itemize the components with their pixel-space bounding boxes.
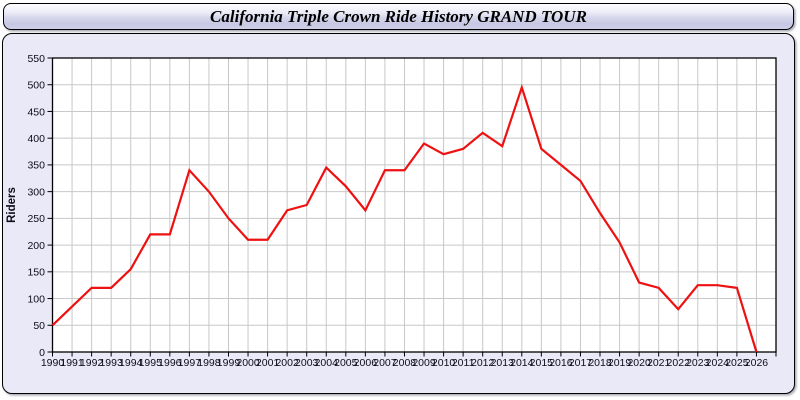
chart-panel	[2, 33, 795, 394]
page-title: California Triple Crown Ride History GRA…	[210, 6, 587, 26]
chart-title-bar: California Triple Crown Ride History GRA…	[3, 3, 794, 30]
